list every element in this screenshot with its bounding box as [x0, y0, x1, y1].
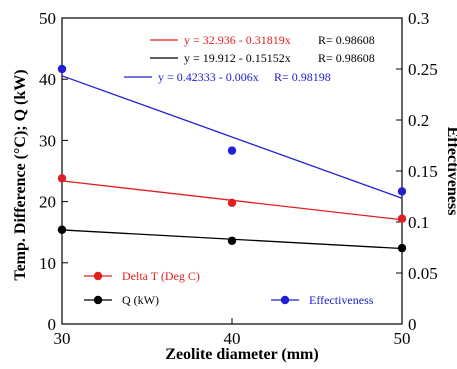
y-left-tick-label: 10	[39, 254, 56, 273]
y-left-tick-label: 50	[39, 9, 56, 28]
data-point-1-2	[397, 243, 407, 253]
data-points	[57, 64, 407, 253]
y-right-tick-label: 0	[408, 315, 417, 334]
y-right-tick-label: 0.15	[408, 162, 438, 181]
r-value-1: R= 0.98608	[318, 51, 375, 65]
y-right-tick-label: 0.2	[408, 111, 429, 130]
x-axis-label: Zeolite diameter (mm)	[165, 346, 318, 363]
equation-legend: y = 32.936 - 0.31819x R= 0.98608 y = 19.91…	[124, 33, 375, 84]
r-value-2: R= 0.98198	[274, 70, 331, 84]
data-point-0-1	[227, 198, 237, 208]
fit-line-2	[61, 75, 403, 199]
series-legend: Delta T (Deg C) Q (kW) Effectiveness	[84, 269, 374, 307]
legend-label-0: Delta T (Deg C)	[122, 269, 200, 283]
x-tick-label: 30	[54, 329, 71, 348]
data-point-2-1	[227, 146, 237, 155]
data-point-2-2	[397, 187, 407, 196]
y-left-tick-label: 40	[39, 70, 56, 89]
y-right-tick-label: 0.25	[408, 60, 438, 79]
y-right-tick-label: 0.1	[408, 213, 429, 232]
legend-label-2: Effectiveness	[309, 293, 374, 307]
data-point-2-0	[57, 64, 67, 74]
legend-marker-0	[93, 271, 103, 281]
y-right-tick-label: 0.3	[408, 9, 429, 28]
equation-text-0: y = 32.936 - 0.31819x	[184, 33, 291, 47]
y-left-tick-label: 20	[39, 193, 56, 212]
data-point-0-2	[397, 214, 407, 223]
x-tick-label: 50	[394, 329, 411, 348]
legend-marker-2	[280, 295, 290, 305]
data-point-1-0	[57, 225, 67, 234]
r-value-0: R= 0.98608	[318, 33, 375, 47]
x-tick-label: 40	[224, 329, 241, 348]
y-left-axis-label: Temp. Difference (°C); Q (kW)	[12, 69, 29, 280]
equation-text-1: y = 19.912 - 0.15152x	[184, 51, 291, 65]
fit-lines	[61, 75, 403, 250]
y-right-axis-label: Effectiveness	[444, 127, 457, 216]
data-point-1-1	[227, 236, 237, 245]
equation-text-2: y = 0.42333 - 0.006x	[158, 70, 259, 84]
legend-marker-1	[93, 295, 103, 305]
y-right-tick-label: 0.05	[408, 264, 438, 283]
data-point-0-0	[57, 174, 67, 183]
legend-label-1: Q (kW)	[122, 293, 159, 307]
y-left-tick-label: 0	[48, 315, 57, 334]
y-left-tick-label: 30	[39, 131, 56, 150]
